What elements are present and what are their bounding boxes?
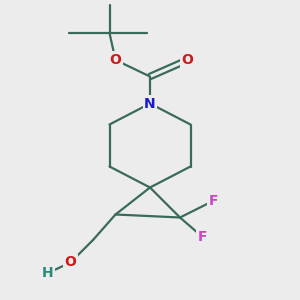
Text: F: F <box>208 194 218 208</box>
Text: H: H <box>42 266 54 280</box>
Text: O: O <box>182 53 194 67</box>
Text: O: O <box>64 256 76 269</box>
Text: O: O <box>110 53 122 67</box>
Text: N: N <box>144 97 156 110</box>
Text: F: F <box>198 230 207 244</box>
